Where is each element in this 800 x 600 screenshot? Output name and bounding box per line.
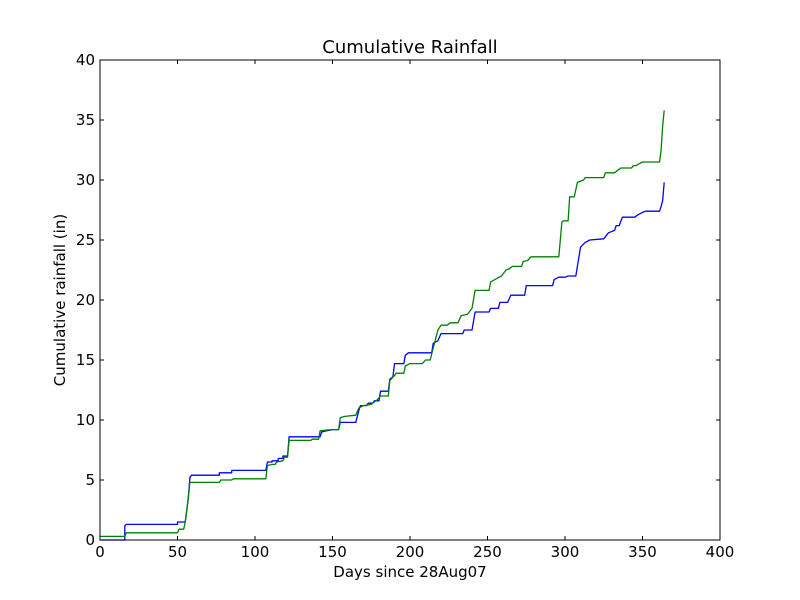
y-axis: 0 5 10 15 20 25 30 35 40 xyxy=(76,51,720,549)
y-tick-label: 25 xyxy=(76,231,95,249)
x-tick-label: 400 xyxy=(706,543,735,561)
y-tick-label: 20 xyxy=(76,291,95,309)
x-tick-label: 100 xyxy=(241,543,270,561)
x-tick-label: 50 xyxy=(168,543,187,561)
x-tick-label: 200 xyxy=(396,543,425,561)
x-axis-label: Days since 28Aug07 xyxy=(333,563,486,581)
x-tick-label: 250 xyxy=(473,543,502,561)
y-axis-label: Cumulative rainfall (in) xyxy=(51,214,69,386)
series-line-1 xyxy=(100,182,665,541)
plot-area xyxy=(100,110,665,541)
y-tick-label: 5 xyxy=(85,471,95,489)
y-tick-label: 10 xyxy=(76,411,95,429)
y-tick-label: 35 xyxy=(76,111,95,129)
y-tick-label: 0 xyxy=(85,531,95,549)
y-tick-label: 40 xyxy=(76,51,95,69)
series-line-2 xyxy=(100,110,665,538)
x-tick-label: 0 xyxy=(95,543,105,561)
x-axis: 0 50 100 150 200 250 300 350 400 xyxy=(95,60,734,561)
x-tick-label: 300 xyxy=(551,543,580,561)
y-tick-label: 30 xyxy=(76,171,95,189)
chart-title: Cumulative Rainfall xyxy=(322,37,497,58)
x-tick-label: 150 xyxy=(318,543,347,561)
x-tick-label: 350 xyxy=(628,543,657,561)
y-tick-label: 15 xyxy=(76,351,95,369)
